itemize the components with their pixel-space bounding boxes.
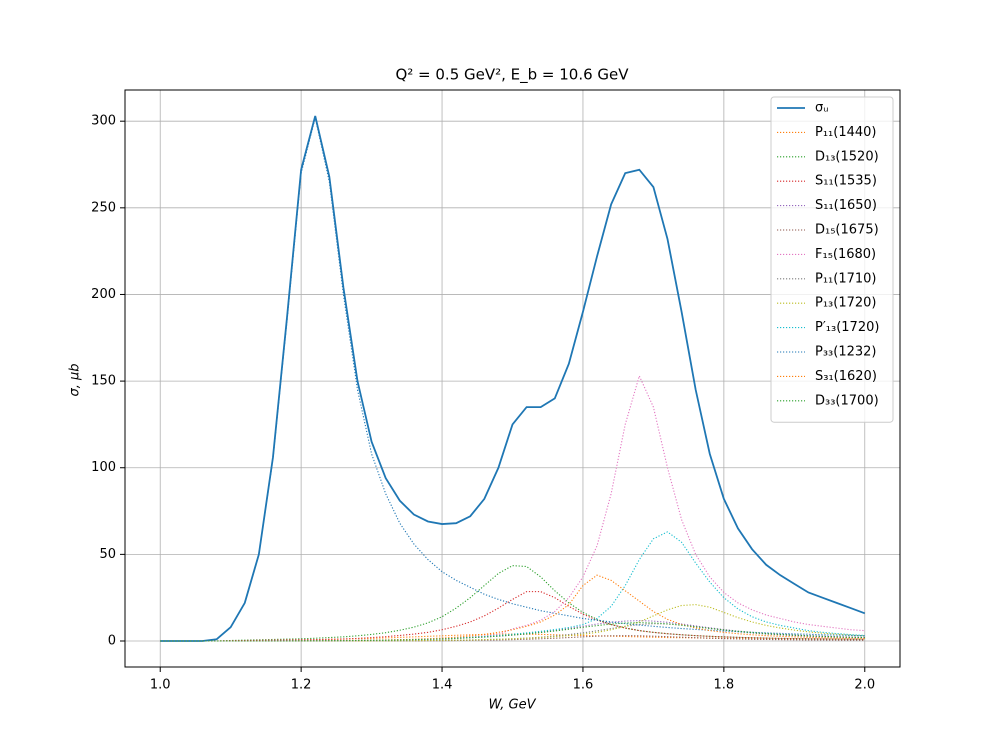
series-line [160,531,865,642]
y-axis-label: σ, μb [68,363,83,396]
y-tick-label: 50 [99,547,116,562]
series-line [160,565,865,642]
series-line [160,574,865,642]
legend-label: S₃₁(1620) [815,369,877,384]
legend-label: F₁₅(1680) [815,247,876,262]
legend-label: D₃₃(1700) [815,393,879,408]
plot-frame [124,89,901,668]
y-tick-label: 300 [91,114,116,129]
x-tick-label: 1.6 [573,678,594,693]
chart-title: Q² = 0.5 GeV², E_b = 10.6 GeV [395,66,629,85]
legend-label: P₃₃(1232) [815,345,877,360]
x-axis-label: W, GeV [488,698,536,713]
legend-label: P₁₁(1710) [815,271,877,286]
y-tick-label: 250 [91,200,116,215]
x-tick-label: 1.0 [150,678,171,693]
y-tick-label: 100 [91,460,116,475]
legend-label: S₁₁(1650) [815,198,877,213]
series-line [160,117,865,642]
legend-label: D₁₅(1675) [815,223,879,238]
legend-box [770,96,894,423]
legend-label: P′₁₃(1720) [815,320,879,335]
x-tick-label: 2.0 [854,678,875,693]
series-line [160,115,866,642]
x-tick-label: 1.4 [432,678,453,693]
y-tick-label: 200 [91,287,116,302]
series-line [160,622,865,642]
legend-label: S₁₁(1535) [815,174,877,189]
x-tick-label: 1.2 [291,678,312,693]
legend-label: P₁₁(1440) [815,125,877,140]
y-tick-label: 0 [108,634,116,649]
legend-label: σᵤ [815,101,829,116]
y-tick-label: 150 [91,374,116,389]
series-line [160,591,865,642]
legend-label: P₁₃(1720) [815,296,877,311]
x-tick-label: 1.8 [714,678,735,693]
legend-label: D₁₃(1520) [815,149,879,164]
